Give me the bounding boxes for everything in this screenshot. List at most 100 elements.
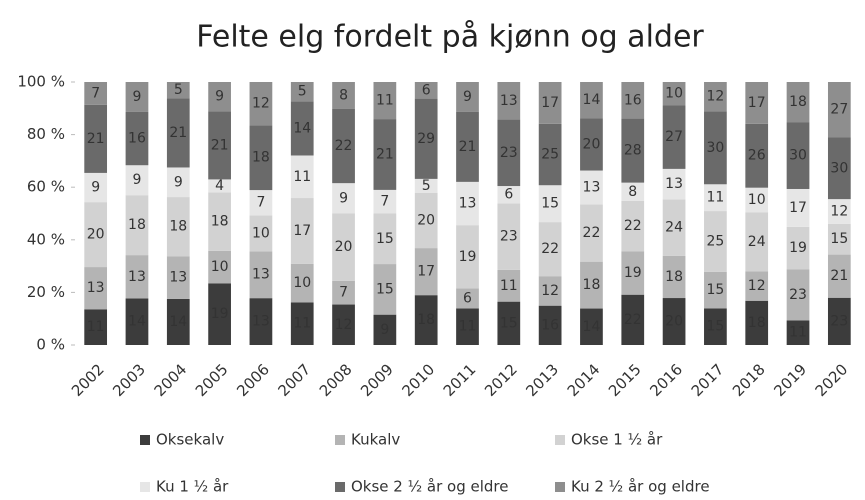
y-tick-label: 100 % xyxy=(17,73,65,91)
value-label: 25 xyxy=(706,234,724,250)
value-label: 13 xyxy=(169,270,187,286)
bar-segment xyxy=(580,308,603,345)
bar-segment xyxy=(662,105,686,169)
value-label: 7 xyxy=(339,285,348,301)
x-tick-label: 2010 xyxy=(398,360,438,400)
value-label: 30 xyxy=(789,148,807,164)
y-tick-label: 0 % xyxy=(36,336,65,354)
bar-segment xyxy=(290,101,314,156)
bar-segment xyxy=(373,314,397,345)
value-label: 14 xyxy=(583,92,601,108)
bar-segment xyxy=(580,261,603,309)
bar-segment xyxy=(208,192,231,251)
bar-segment xyxy=(580,82,603,119)
bar-segment xyxy=(704,184,727,212)
bar-segment xyxy=(125,255,149,299)
bar-segment xyxy=(621,118,645,183)
value-label: 6 xyxy=(504,187,513,203)
bar-segment xyxy=(290,198,314,264)
y-tick-label: 60 % xyxy=(27,178,65,196)
value-label: 22 xyxy=(624,312,642,328)
value-label: 20 xyxy=(665,314,683,330)
value-label: 14 xyxy=(293,120,311,136)
value-label: 18 xyxy=(417,312,435,328)
bar-segment xyxy=(166,82,190,99)
value-label: 18 xyxy=(128,217,146,233)
bar-segment xyxy=(497,82,521,120)
value-label: 10 xyxy=(293,275,311,291)
value-label: 24 xyxy=(748,234,766,250)
x-tick-label: 2011 xyxy=(440,360,480,400)
value-label: 19 xyxy=(211,306,229,322)
value-label: 11 xyxy=(87,319,105,335)
value-label: 11 xyxy=(376,93,394,109)
bar-segment xyxy=(538,185,562,223)
bar-segment xyxy=(621,182,645,201)
legend-swatch xyxy=(140,482,150,492)
bar-segment xyxy=(166,298,190,345)
y-tick-label: 80 % xyxy=(27,125,65,143)
value-label: 13 xyxy=(87,280,105,296)
bar-segment xyxy=(249,190,273,216)
value-label: 28 xyxy=(624,143,642,159)
bar-segment xyxy=(621,294,645,345)
value-label: 17 xyxy=(789,200,807,216)
value-label: 5 xyxy=(422,178,431,194)
value-label: 19 xyxy=(789,240,807,256)
x-tick-label: 2020 xyxy=(812,360,852,400)
value-label: 12 xyxy=(706,89,724,105)
bar-segment xyxy=(497,269,521,302)
bar-segment xyxy=(166,167,190,198)
value-label: 11 xyxy=(459,319,477,335)
bar-segment xyxy=(662,298,686,345)
bar-segment xyxy=(621,251,645,295)
value-label: 20 xyxy=(335,239,353,255)
bar-segment xyxy=(249,215,273,252)
value-label: 15 xyxy=(830,231,848,247)
x-tick-label: 2009 xyxy=(357,360,397,400)
value-label: 15 xyxy=(500,315,518,331)
value-label: 30 xyxy=(830,160,848,176)
bar-segment xyxy=(704,82,727,112)
legend-swatch xyxy=(140,435,150,445)
value-label: 11 xyxy=(500,278,518,294)
value-label: 29 xyxy=(417,131,435,147)
value-label: 6 xyxy=(463,290,472,306)
bar-segment xyxy=(456,181,479,226)
value-label: 11 xyxy=(293,169,311,185)
bar-segment xyxy=(373,119,397,190)
x-tick-label: 2019 xyxy=(770,360,810,400)
bar-segment xyxy=(290,82,314,102)
value-label: 13 xyxy=(459,196,477,212)
bar-segment xyxy=(125,165,149,196)
bar-segment xyxy=(456,82,479,112)
bar-segment xyxy=(827,297,851,345)
bar-segment xyxy=(414,295,438,345)
value-label: 27 xyxy=(665,129,683,145)
bar-segment xyxy=(84,267,108,310)
value-label: 7 xyxy=(380,194,389,210)
value-label: 12 xyxy=(252,96,270,112)
bar-segment xyxy=(580,204,603,262)
bar-segment xyxy=(84,202,108,268)
bar-segment xyxy=(373,82,397,120)
bar-segment xyxy=(166,197,190,257)
value-label: 8 xyxy=(628,184,637,200)
value-label: 25 xyxy=(541,147,559,163)
value-label: 21 xyxy=(376,146,394,162)
value-label: 13 xyxy=(252,314,270,330)
bar-segment xyxy=(249,82,273,126)
value-label: 23 xyxy=(500,145,518,161)
bar-segment xyxy=(414,248,438,296)
bar-segment xyxy=(745,187,769,213)
value-label: 20 xyxy=(87,227,105,243)
x-tick-label: 2004 xyxy=(151,360,191,400)
value-label: 9 xyxy=(339,190,348,206)
bar-segment xyxy=(125,298,149,345)
value-label: 24 xyxy=(665,220,683,236)
x-tick-label: 2018 xyxy=(729,360,769,400)
value-label: 20 xyxy=(583,136,601,152)
legend-label: Oksekalv xyxy=(156,431,224,449)
value-label: 9 xyxy=(463,89,472,105)
bar-segment xyxy=(456,225,479,289)
